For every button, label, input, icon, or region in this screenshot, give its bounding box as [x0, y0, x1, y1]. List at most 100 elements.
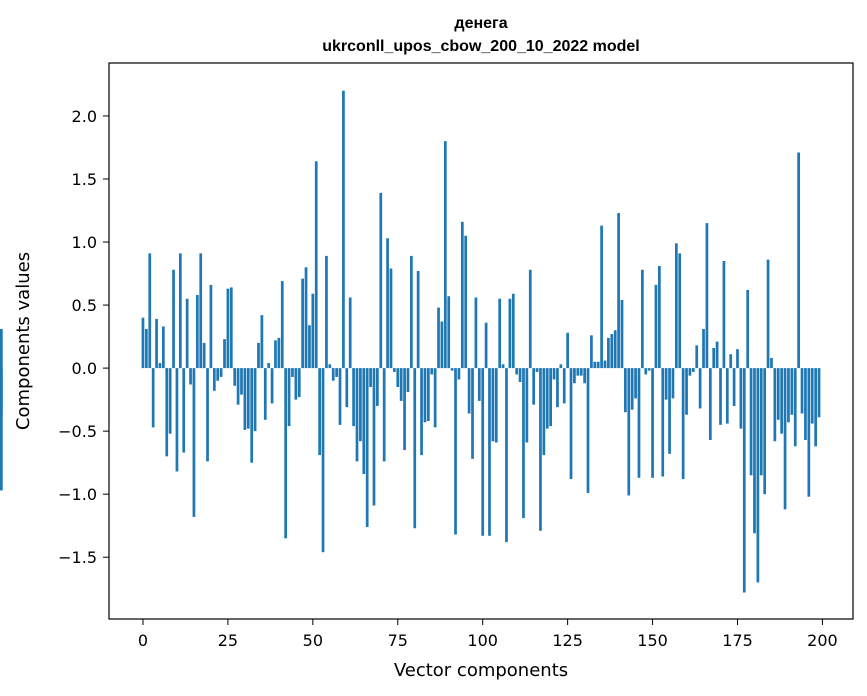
bar-92 — [454, 368, 457, 535]
bar-7 — [165, 368, 169, 457]
bar-158 — [678, 253, 682, 369]
bar-107 — [505, 368, 508, 543]
bar-181 — [756, 368, 760, 583]
bar-135 — [600, 225, 603, 369]
bar-180 — [753, 368, 756, 534]
bar-155 — [668, 368, 671, 454]
bar-169 — [715, 341, 719, 369]
bar-56 — [331, 368, 335, 381]
bar-193 — [797, 152, 800, 369]
bar-149 — [647, 368, 651, 371]
bar-81 — [416, 271, 420, 369]
bar-134 — [596, 361, 600, 369]
y-tick-label: 0.5 — [72, 296, 97, 315]
bar-36 — [263, 368, 267, 420]
bar-87 — [437, 307, 440, 369]
bar-10 — [175, 368, 179, 472]
bar-161 — [688, 368, 692, 376]
bar-151 — [654, 284, 658, 369]
bar-84 — [426, 368, 430, 422]
bar-82 — [420, 368, 423, 456]
bar-26 — [229, 287, 233, 369]
bar-4 — [155, 318, 158, 369]
bar-188 — [780, 368, 784, 434]
bar-13 — [185, 298, 189, 369]
bar-153 — [661, 368, 665, 477]
bar-172 — [725, 368, 729, 424]
bar-41 — [280, 281, 284, 369]
bar-175 — [736, 349, 739, 369]
bar-40 — [277, 337, 281, 369]
bar-27 — [233, 368, 237, 386]
bar-162 — [691, 368, 695, 372]
y-axis: −1.5 −1.0 −0.5 0.0 0.5 1.0 1.5 2.0 — [58, 107, 109, 567]
bar-24 — [223, 339, 226, 369]
bar-23 — [219, 368, 223, 377]
y-tick-label: 0.0 — [72, 359, 97, 378]
bar-20 — [209, 284, 213, 369]
bar-8 — [168, 368, 172, 434]
bar-63 — [355, 368, 359, 462]
bar-undefined — [0, 329, 3, 369]
bar-165 — [702, 329, 705, 369]
bar-11 — [178, 253, 182, 369]
bar-179 — [749, 368, 753, 476]
bar-167 — [708, 368, 712, 440]
bar-157 — [674, 243, 678, 369]
bar-105 — [498, 298, 502, 369]
bar-69 — [376, 368, 379, 406]
bar-99 — [477, 368, 481, 401]
chart-subtitle: ukrconll_upos_cbow_200_10_2022 model — [322, 38, 639, 55]
bar-130 — [583, 368, 586, 384]
y-tick-label: 2.0 — [72, 107, 97, 126]
bar-32 — [250, 368, 254, 463]
bar-116 — [535, 368, 539, 372]
bar-71 — [382, 368, 386, 462]
bar-170 — [719, 368, 722, 425]
bar-112 — [522, 368, 525, 519]
bar-138 — [610, 334, 614, 369]
bar-196 — [807, 368, 811, 497]
bar-152 — [658, 265, 661, 369]
bar-108 — [508, 298, 512, 369]
bar-124 — [562, 368, 566, 404]
bar-57 — [335, 368, 338, 377]
x-tick-label: 25 — [218, 631, 238, 650]
bar-45 — [294, 368, 298, 400]
bar-192 — [793, 368, 797, 447]
x-axis: 0 25 50 75 100 125 150 175 200 — [138, 619, 838, 650]
bar-65 — [362, 368, 366, 475]
bar-58 — [338, 368, 342, 425]
bar-117 — [539, 368, 542, 531]
bar-72 — [386, 238, 389, 369]
x-tick-label: 50 — [303, 631, 323, 650]
bar-37 — [267, 363, 271, 369]
bars-group — [0, 90, 821, 593]
bar-34 — [257, 342, 260, 369]
bar-91 — [450, 368, 454, 371]
bar-88 — [440, 321, 444, 369]
bar-111 — [518, 368, 522, 382]
y-tick-label: −1.0 — [58, 485, 97, 504]
bar-17 — [199, 253, 203, 369]
bar-118 — [542, 368, 546, 456]
bar-28 — [236, 368, 240, 405]
bar-80 — [413, 368, 417, 529]
bar-120 — [549, 368, 552, 427]
bar-144 — [630, 368, 634, 410]
bar-183 — [763, 368, 767, 495]
bar-119 — [545, 368, 549, 429]
bar-109 — [511, 293, 515, 369]
bar-121 — [552, 368, 556, 380]
bar-70 — [379, 192, 383, 369]
bar-30 — [243, 368, 247, 430]
y-tick-label: 1.5 — [72, 170, 97, 189]
bar-186 — [773, 368, 777, 442]
bar-19 — [206, 368, 209, 462]
bar-2 — [148, 253, 152, 369]
bar-62 — [352, 368, 355, 427]
bar-1 — [145, 329, 148, 369]
bar-148 — [644, 368, 648, 375]
bar-75 — [396, 368, 400, 388]
bar-137 — [607, 337, 610, 369]
